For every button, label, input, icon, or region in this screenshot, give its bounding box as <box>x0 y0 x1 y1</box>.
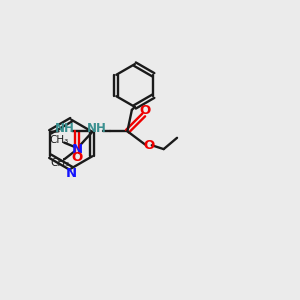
Text: NH: NH <box>87 122 107 135</box>
Text: CH₃: CH₃ <box>51 158 70 168</box>
Text: N: N <box>66 167 77 180</box>
Text: N: N <box>71 142 82 156</box>
Text: O: O <box>140 104 151 117</box>
Text: NH: NH <box>55 122 75 135</box>
Text: O: O <box>143 139 154 152</box>
Text: O: O <box>71 151 82 164</box>
Text: CH₃: CH₃ <box>50 135 69 145</box>
